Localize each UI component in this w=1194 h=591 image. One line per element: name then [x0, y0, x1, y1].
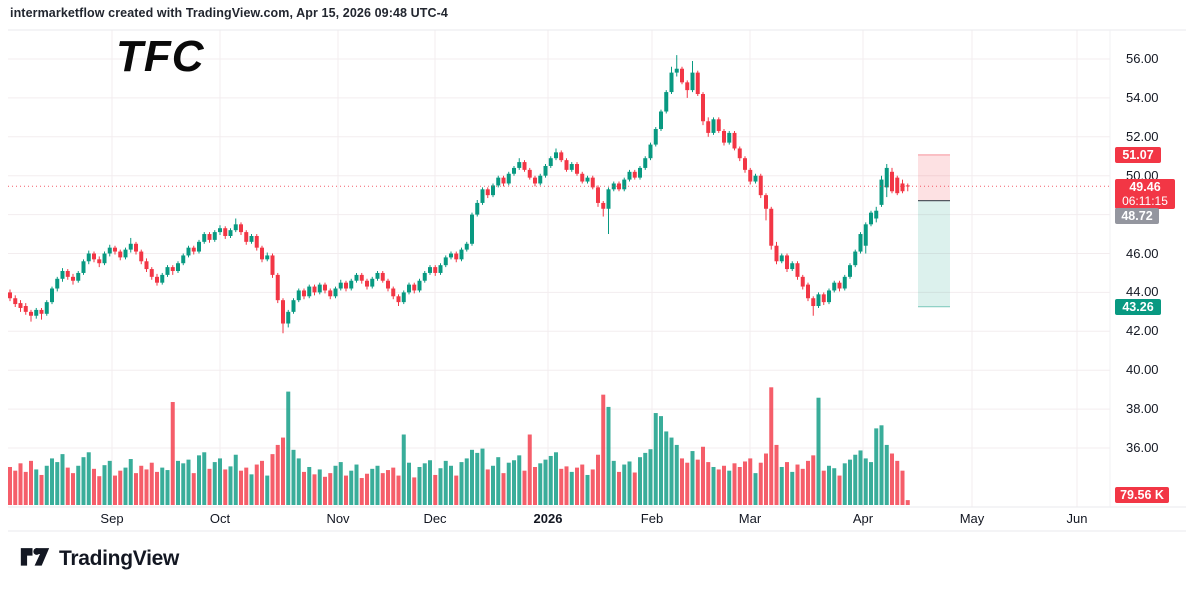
symbol-watermark: TFC — [116, 32, 205, 81]
time-axis[interactable]: Sep Oct Nov Dec 2026 Feb Mar Apr May Jun — [0, 509, 1110, 531]
price-tick-label: 56.00 — [1126, 51, 1159, 66]
price-tick-label: 40.00 — [1126, 362, 1159, 378]
price-tick-label: 44.00 — [1126, 284, 1159, 300]
position-stop-zone[interactable] — [918, 154, 950, 201]
last-price-badge: 49.46 06:11:15 — [1115, 179, 1175, 210]
time-tick-label: Nov — [326, 511, 350, 526]
gridlines — [8, 30, 1110, 507]
bar-countdown: 06:11:15 — [1122, 194, 1168, 209]
candlesticks — [8, 55, 910, 334]
last-price-value: 49.46 — [1129, 180, 1161, 195]
tradingview-footer[interactable]: TradingView — [20, 546, 179, 572]
time-tick-label: Sep — [100, 511, 124, 526]
time-tick-label: Jun — [1066, 511, 1088, 526]
target-price-badge: 43.26 — [1115, 298, 1161, 315]
chart-area: TFC 56.00 54.00 52.00 50.00 46.00 44.00 42.00 4… — [0, 0, 1194, 545]
price-tick-label: 54.00 — [1126, 89, 1159, 105]
stop-price-badge: 51.07 — [1115, 146, 1161, 163]
position-profit-zone[interactable] — [918, 200, 950, 307]
price-tick-label: 42.00 — [1126, 323, 1159, 339]
attribution-text: intermarketflow created with TradingView… — [10, 6, 448, 20]
tradingview-logo-icon — [20, 548, 50, 566]
time-tick-label: Feb — [640, 511, 664, 526]
price-tick-label: 38.00 — [1126, 401, 1159, 417]
price-tick-label: 46.00 — [1126, 245, 1159, 261]
price-axis[interactable]: 56.00 54.00 52.00 50.00 46.00 44.00 42.00 40.00… — [1126, 0, 1194, 545]
price-tick-label: 52.00 — [1126, 128, 1159, 144]
time-tick-label: Mar — [738, 511, 762, 526]
volume-bars — [8, 387, 910, 505]
chart-canvas[interactable] — [0, 0, 1194, 545]
time-tick-label: May — [959, 511, 985, 526]
time-tick-label: 2026 — [533, 511, 563, 526]
time-tick-label: Oct — [209, 511, 231, 526]
tradingview-logo-text: TradingView — [59, 547, 180, 570]
price-tick-label: 36.00 — [1126, 440, 1159, 455]
volume-badge: 79.56 K — [1115, 487, 1169, 503]
price-tick-label: 50.00 — [1126, 167, 1159, 183]
time-tick-label: Dec — [423, 511, 447, 526]
time-tick-label: Apr — [852, 511, 874, 526]
entry-price-badge: 48.72 — [1115, 207, 1159, 224]
